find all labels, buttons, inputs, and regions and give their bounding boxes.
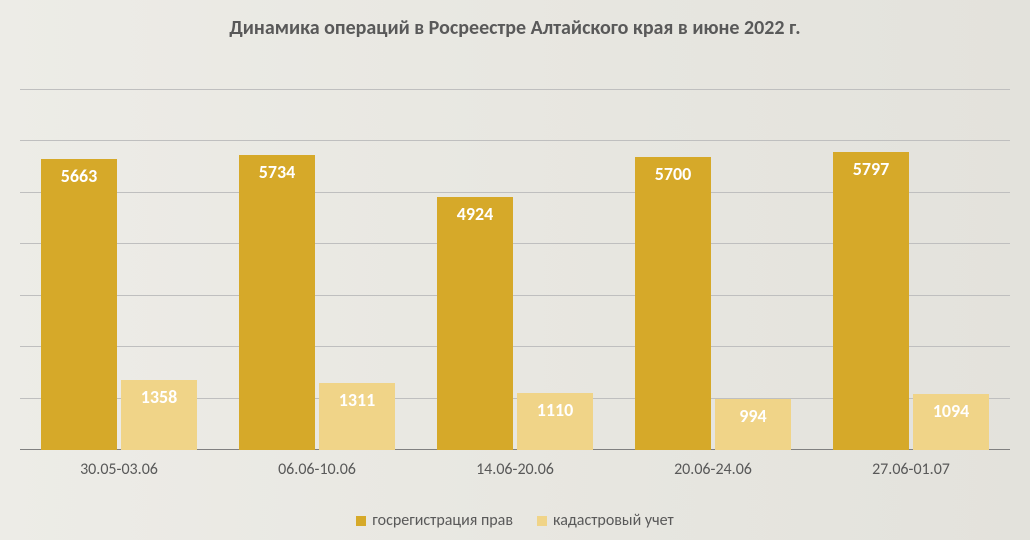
x-axis-label: 27.06-01.07 — [812, 460, 1010, 479]
bar-value-label: 4924 — [437, 203, 513, 225]
bar: 5700 — [635, 157, 711, 450]
bar-value-label: 5663 — [41, 165, 117, 187]
bar: 5663 — [41, 159, 117, 450]
bar: 1311 — [319, 383, 395, 450]
bar-group: 5797 1094 — [829, 90, 992, 450]
x-axis-label: 14.06-20.06 — [416, 460, 614, 479]
legend-swatch — [356, 516, 366, 526]
legend-item: госрегистрация прав — [356, 511, 513, 530]
legend-swatch — [537, 516, 547, 526]
bar: 994 — [715, 399, 791, 450]
plot-area: 5663 1358 5734 1311 4924 1110 5700 994 5797 1094 — [20, 90, 1010, 450]
legend-item: кадастровый учет — [537, 511, 674, 530]
bar: 1358 — [121, 380, 197, 450]
bar-value-label: 1110 — [517, 399, 593, 421]
chart-title: Динамика операций в Росреестре Алтайског… — [0, 16, 1030, 40]
legend-label: кадастровый учет — [553, 511, 674, 530]
x-axis-label: 30.05-03.06 — [20, 460, 218, 479]
bar-value-label: 5700 — [635, 163, 711, 185]
bar: 1094 — [913, 394, 989, 450]
bar-value-label: 1311 — [319, 389, 395, 411]
legend: госрегистрация прав кадастровый учет — [0, 511, 1030, 530]
bar-group: 5734 1311 — [235, 90, 398, 450]
bar-group: 5700 994 — [631, 90, 794, 450]
bar-value-label: 994 — [715, 405, 791, 427]
bar: 5797 — [833, 152, 909, 450]
bar: 4924 — [437, 197, 513, 450]
legend-label: госрегистрация прав — [372, 511, 513, 530]
bar: 5734 — [239, 155, 315, 450]
bar-value-label: 1358 — [121, 386, 197, 408]
x-axis-labels: 30.05-03.0606.06-10.0614.06-20.0620.06-2… — [20, 460, 1010, 485]
bar-value-label: 5797 — [833, 158, 909, 180]
bar: 1110 — [517, 393, 593, 450]
bar-group: 5663 1358 — [37, 90, 200, 450]
bar-value-label: 5734 — [239, 161, 315, 183]
bar-group: 4924 1110 — [433, 90, 596, 450]
x-axis-label: 06.06-10.06 — [218, 460, 416, 479]
bar-value-label: 1094 — [913, 400, 989, 422]
x-axis-label: 20.06-24.06 — [614, 460, 812, 479]
